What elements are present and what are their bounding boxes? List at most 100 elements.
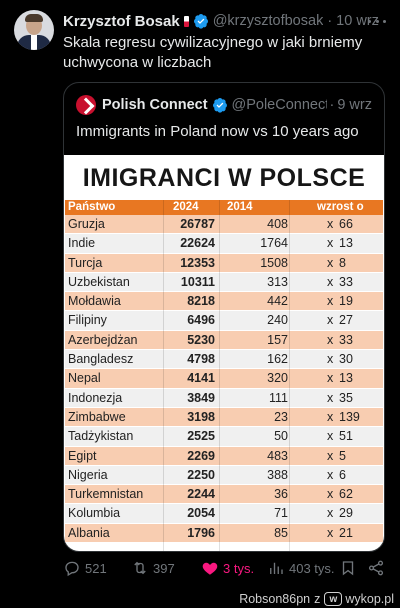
value-2014-cell: 388 [267, 467, 288, 482]
multiplier-sign-cell: x [327, 429, 334, 444]
value-2024-cell: 3198 [187, 409, 215, 424]
country-cell: Albania [68, 525, 110, 540]
table-row: Azerbejdżan 5230 157 x 33 [65, 330, 383, 351]
header-country: Państwo [68, 201, 116, 213]
value-2024-cell: 4141 [187, 371, 215, 386]
reply-button[interactable]: 521 [63, 557, 107, 579]
more-options-icon[interactable] [368, 13, 386, 29]
growth-multiplier-cell: 21 [339, 525, 353, 540]
immigrants-table-image[interactable]: IMIGRANCI W POLSCE Państwo 2024 2014 wzr… [64, 155, 384, 551]
table-row: Tadżykistan 2525 50 x 51 [65, 427, 383, 447]
growth-multiplier-cell: 5 [339, 448, 346, 463]
table-row: Turkemnistan 2244 36 x 62 [65, 485, 383, 505]
share-icon [368, 560, 384, 576]
views-chart-icon [270, 562, 283, 574]
site-name[interactable]: wykop.pl [345, 592, 394, 606]
quoted-author-name[interactable]: Polish Connect [102, 97, 208, 113]
bookmark-button[interactable] [339, 557, 357, 579]
quoted-author-handle[interactable]: @PoleConnect [231, 97, 327, 113]
country-cell: Bangladesz [68, 352, 134, 367]
value-2014-cell: 85 [274, 525, 288, 540]
author-handle[interactable]: @krzysztofbosak [212, 13, 324, 29]
reply-count: 521 [85, 560, 107, 576]
tweet-actions: 521 397 3 tys. 403 tys. [63, 557, 388, 579]
table-row: Kolumbia 2054 71 x 29 [65, 504, 383, 524]
growth-multiplier-cell: 13 [339, 236, 353, 251]
footer-via: z [314, 592, 321, 606]
multiplier-sign-cell: x [327, 487, 334, 502]
table-row: Indie 22624 1764 x 13 [65, 234, 383, 254]
quoted-timestamp[interactable]: 9 wrz [337, 97, 372, 113]
growth-multiplier-cell: 30 [339, 352, 353, 367]
value-2014-cell: 408 [267, 217, 288, 231]
table-row: Albania 1796 85 x 21 [65, 523, 383, 544]
header-2024: 2024 [173, 201, 199, 213]
avatar-shirt [31, 35, 37, 50]
country-cell: Nigeria [68, 467, 108, 482]
views-count: 403 tys. [289, 560, 335, 576]
country-cell: Azerbejdżan [68, 332, 138, 347]
author-name[interactable]: Krzysztof Bosak [63, 12, 180, 30]
multiplier-sign-cell: x [327, 448, 334, 463]
growth-multiplier-cell: 33 [339, 274, 353, 289]
tweet-timestamp[interactable]: 10 wrz [336, 13, 379, 29]
bookmark-icon [342, 561, 354, 576]
quoted-tweet[interactable]: Polish Connect @PoleConnect · 9 wrz Immi… [63, 82, 385, 552]
table-header-row: Państwo 2024 2014 wzrost o [65, 200, 383, 215]
multiplier-sign-cell: x [327, 313, 334, 328]
retweet-button[interactable]: 397 [131, 557, 175, 579]
quoted-header: Polish Connect @PoleConnect · 9 wrz [76, 95, 372, 115]
share-button[interactable] [367, 557, 385, 579]
multiplier-sign-cell: x [327, 371, 334, 386]
table-row: Indonezja 3849 111 x 35 [65, 388, 383, 408]
value-2024-cell: 22624 [180, 236, 215, 251]
multiplier-sign-cell: x [327, 467, 334, 482]
column-divider [163, 200, 164, 551]
value-2024-cell: 12353 [180, 255, 215, 270]
country-cell: Indie [68, 236, 96, 251]
uploader-name[interactable]: Robson86pn [239, 592, 311, 606]
value-2014-cell: 1764 [260, 236, 288, 251]
column-divider [289, 200, 290, 551]
country-cell: Turkemnistan [68, 487, 144, 502]
table-row: Egipt 2269 483 x 5 [65, 446, 383, 466]
table-row: Nigeria 2250 388 x 6 [65, 465, 383, 486]
like-button[interactable]: 3 tys. [201, 557, 254, 579]
value-2024-cell: 2269 [187, 448, 215, 463]
value-2024-cell: 3849 [187, 390, 215, 405]
value-2024-cell: 6496 [187, 313, 215, 328]
value-2024-cell: 26787 [180, 217, 215, 231]
growth-multiplier-cell: 66 [339, 217, 353, 231]
multiplier-sign-cell: x [327, 506, 334, 521]
table-row: Turcja 12353 1508 x 8 [65, 253, 383, 273]
multiplier-sign-cell: x [327, 352, 334, 367]
growth-multiplier-cell: 19 [339, 294, 353, 309]
growth-multiplier-cell: 62 [339, 487, 353, 502]
quoted-text: Immigrants in Poland now vs 10 years ago [76, 123, 359, 140]
growth-multiplier-cell: 29 [339, 506, 353, 521]
growth-multiplier-cell: 35 [339, 390, 353, 405]
multiplier-sign-cell: x [327, 217, 334, 231]
multiplier-sign-cell: x [327, 409, 334, 424]
growth-multiplier-cell: 13 [339, 371, 353, 386]
value-2014-cell: 36 [274, 487, 288, 502]
country-cell: Indonezja [68, 390, 123, 405]
value-2014-cell: 442 [267, 294, 288, 309]
author-avatar[interactable] [14, 10, 54, 50]
table-title: IMIGRANCI W POLSCE [82, 164, 366, 192]
table-row: Filipiny 6496 240 x 27 [65, 311, 383, 331]
reply-icon [65, 561, 79, 577]
value-2014-cell: 483 [267, 448, 288, 463]
multiplier-sign-cell: x [327, 294, 334, 309]
value-2024-cell: 5230 [187, 332, 215, 347]
value-2024-cell: 1796 [187, 525, 215, 540]
retweet-count: 397 [153, 560, 175, 576]
table-row: Mołdawia 8218 442 x 19 [65, 292, 383, 312]
views-button[interactable]: 403 tys. [267, 557, 335, 579]
quoted-separator: · [329, 97, 335, 113]
multiplier-sign-cell: x [327, 255, 334, 270]
polish-connect-logo-icon[interactable] [76, 95, 96, 115]
growth-multiplier-cell: 139 [339, 409, 360, 424]
avatar-hair [25, 14, 43, 22]
like-count: 3 tys. [223, 560, 255, 576]
